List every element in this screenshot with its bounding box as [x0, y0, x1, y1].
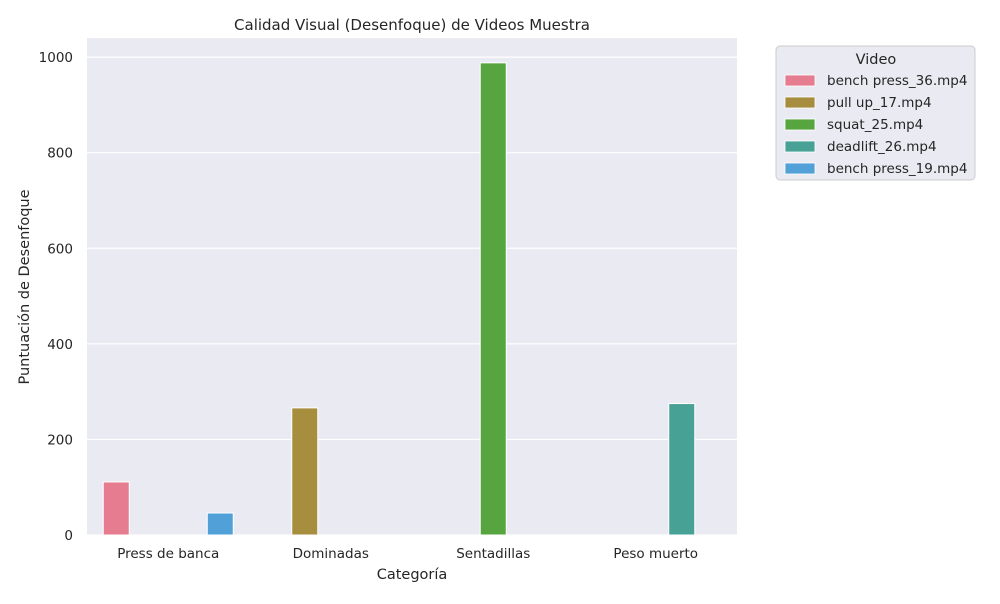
x-tick-label: Peso muerto [613, 546, 698, 562]
legend-swatch [784, 74, 816, 87]
y-axis-label: Puntuación de Desenfoque [17, 189, 33, 384]
x-tick-labels: Press de banca Dominadas Sentadillas Peso m… [117, 546, 698, 562]
y-tick-label: 400 [47, 337, 73, 353]
y-tick-label: 600 [47, 241, 73, 257]
x-tick-label: Dominadas [293, 546, 369, 562]
y-tick-label: 1000 [39, 50, 73, 66]
bar [102, 481, 130, 536]
legend-label: pull up_17.mp4 [827, 95, 932, 111]
y-tick-label: 200 [47, 432, 73, 448]
grid-lines [87, 56, 737, 536]
legend-swatch [784, 140, 816, 153]
y-tick-label: 0 [64, 528, 73, 544]
plot-background [87, 38, 737, 535]
x-tick-label: Press de banca [117, 546, 219, 562]
legend-swatch [784, 118, 816, 131]
legend-box [775, 45, 976, 181]
legend-label: bench press_19.mp4 [827, 161, 967, 177]
y-tick-label: 800 [47, 146, 73, 162]
x-tick-label: Sentadillas [456, 546, 530, 562]
legend-swatch [784, 162, 816, 175]
x-axis-label: Categoría [377, 567, 448, 583]
chart-title: Calidad Visual (Desenfoque) de Videos Mu… [234, 16, 590, 34]
bar [668, 403, 696, 536]
bar [479, 62, 507, 536]
bar [206, 512, 234, 536]
y-tick-labels: 0 200 400 600 800 1000 [39, 50, 73, 544]
legend-label: squat_25.mp4 [827, 117, 923, 133]
legend-swatch [784, 96, 816, 109]
bar [291, 407, 319, 536]
legend-label: bench press_36.mp4 [827, 73, 967, 89]
bars [102, 62, 696, 536]
legend-title: Video [856, 52, 897, 68]
legend-label: deadlift_26.mp4 [827, 139, 937, 155]
